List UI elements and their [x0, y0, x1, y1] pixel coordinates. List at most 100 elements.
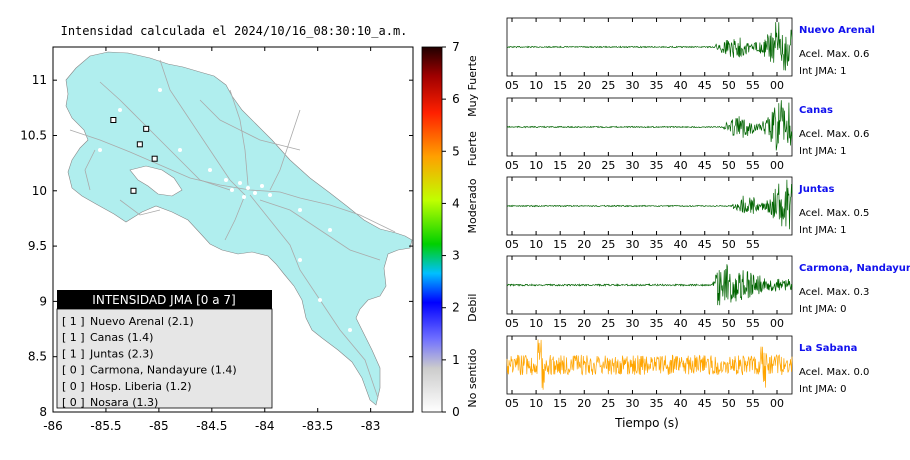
seismogram-panel: 05 10 15 20 25 30 35 40 45 50 55 00 La Sabana Acel. M…	[505, 335, 869, 410]
costa-rica-land	[65, 51, 413, 406]
station-name: La Sabana	[799, 343, 857, 354]
time-tick-label: 50	[722, 397, 736, 410]
seismogram-panel: 05 10 15 20 25 30 35 40 45 50 55 Juntas Acel. Max. 0…	[505, 176, 869, 251]
station-acel-max: Acel. Max. 0.5	[799, 208, 869, 219]
time-tick-label: 30	[625, 238, 639, 251]
lat-tick-label: 8	[39, 405, 47, 419]
station-name: Canas	[799, 105, 833, 116]
time-tick-label: 05	[505, 238, 519, 251]
time-tick-label: 25	[601, 317, 615, 330]
station-int-jma: Int JMA: 0	[799, 304, 847, 315]
colorbar-tick-label: 5	[452, 144, 460, 158]
time-tick-label: 00	[770, 79, 784, 92]
time-tick-label: 10	[529, 79, 543, 92]
legend-item-code: [ 1 ]	[62, 331, 85, 344]
legend-item-code: [ 0 ]	[62, 380, 85, 393]
intensity-colorbar: 0 1 2 3 4 5 6 7 No sentido Debil Moderado Fuerte Mu…	[421, 40, 479, 419]
time-tick-label: 15	[553, 159, 567, 172]
colorbar-category-label: Moderado	[466, 178, 479, 233]
seismogram-trace	[506, 22, 793, 71]
map-title: Intensidad calculada el 2024/10/16_08:30…	[61, 24, 408, 38]
lon-tick-label: -86	[43, 419, 63, 433]
time-tick-label: 40	[674, 79, 688, 92]
legend-item-label: Nosara (1.3)	[90, 396, 158, 409]
time-tick-label: 40	[674, 238, 688, 251]
station-square	[143, 125, 150, 132]
legend-item-code: [ 0 ]	[62, 364, 85, 377]
station-square	[110, 117, 117, 123]
legend-item-label: Juntas (2.3)	[89, 347, 154, 360]
station-acel-max: Acel. Max. 0.6	[799, 49, 869, 60]
lat-tick-label: 8.5	[28, 350, 47, 364]
nicoya-gulf	[129, 165, 183, 197]
seismogram-panel: 05 10 15 20 25 30 35 40 45 50 55 00 Nuevo Arenal Acel…	[505, 17, 875, 92]
colorbar-tick-label: 1	[452, 353, 460, 367]
time-tick-label: 20	[577, 79, 591, 92]
time-tick-label: 35	[650, 317, 664, 330]
colorbar-category-label: Muy Fuerte	[466, 55, 479, 117]
lat-tick-label: 9	[39, 294, 47, 308]
station-int-jma: Int JMA: 1	[799, 225, 847, 236]
lon-tick-label: -84	[255, 419, 275, 433]
colorbar-tick-label: 4	[452, 196, 460, 210]
colorbar-category-label: Fuerte	[466, 131, 479, 166]
lon-tick-label: -83	[361, 419, 381, 433]
colorbar-tick-label: 6	[452, 92, 460, 106]
time-tick-label: 35	[650, 159, 664, 172]
city-markers	[98, 88, 352, 332]
time-tick-label: 05	[505, 397, 519, 410]
time-tick-label: 55	[746, 159, 760, 172]
station-square	[151, 155, 158, 162]
station-int-jma: Int JMA: 0	[799, 384, 847, 395]
map-axes: -86 -85.5 -85 -84.5 -84 -83.5 -83 8 8.5 9 9.5 10 10.…	[20, 47, 413, 433]
legend-header: INTENSIDAD JMA [0 a 7]	[92, 293, 235, 307]
station-markers	[110, 117, 158, 194]
station-name: Juntas	[798, 184, 834, 195]
time-tick-label: 55	[746, 317, 760, 330]
time-tick-label: 35	[650, 397, 664, 410]
time-tick-label: 40	[674, 159, 688, 172]
time-tick-label: 05	[505, 317, 519, 330]
seismogram-panel: 05 10 15 20 25 30 35 40 45 50 55 00 Carmona, Nandayu…	[505, 255, 910, 330]
station-int-jma: Int JMA: 1	[799, 66, 847, 77]
time-tick-label: 45	[698, 79, 712, 92]
lat-tick-label: 9.5	[28, 239, 47, 253]
time-tick-label: 30	[625, 317, 639, 330]
time-tick-label: 20	[577, 397, 591, 410]
legend-item-code: [ 1 ]	[62, 315, 85, 328]
lat-tick-label: 10.5	[20, 128, 47, 142]
colorbar-category-label: Debil	[466, 294, 479, 322]
station-name: Nuevo Arenal	[799, 25, 875, 36]
time-tick-label: 50	[722, 79, 736, 92]
lon-tick-label: -83.5	[302, 419, 333, 433]
time-tick-label: 15	[553, 397, 567, 410]
time-tick-label: 15	[553, 238, 567, 251]
lon-tick-label: -84.5	[196, 419, 227, 433]
time-tick-label: 20	[577, 238, 591, 251]
seismogram-trace	[506, 339, 793, 390]
time-tick-label: 50	[722, 317, 736, 330]
colorbar-tick-label: 7	[452, 40, 460, 54]
time-tick-label: 50	[722, 238, 736, 251]
time-tick-label: 35	[650, 79, 664, 92]
seismogram-panels: 05 10 15 20 25 30 35 40 45 50 55 00 Nuevo Arenal Acel…	[505, 17, 910, 410]
time-tick-label: 00	[770, 159, 784, 172]
station-acel-max: Acel. Max. 0.3	[799, 287, 869, 298]
time-tick-label: 45	[698, 238, 712, 251]
time-tick-label: 05	[505, 159, 519, 172]
time-tick-label: 45	[698, 317, 712, 330]
seismogram-trace	[506, 264, 793, 306]
road-network	[69, 59, 396, 399]
lon-tick-label: -85	[149, 419, 169, 433]
time-tick-label: 25	[601, 159, 615, 172]
colorbar-tick-label: 2	[452, 301, 460, 315]
colorbar-category-label: No sentido	[466, 348, 479, 407]
time-tick-label: 50	[722, 159, 736, 172]
seismogram-trace	[506, 100, 793, 151]
time-tick-label: 30	[625, 397, 639, 410]
station-square	[136, 141, 143, 148]
lon-tick-label: -85.5	[90, 419, 121, 433]
time-tick-label: 05	[505, 79, 519, 92]
time-tick-label: 45	[698, 159, 712, 172]
time-tick-label: 35	[650, 238, 664, 251]
